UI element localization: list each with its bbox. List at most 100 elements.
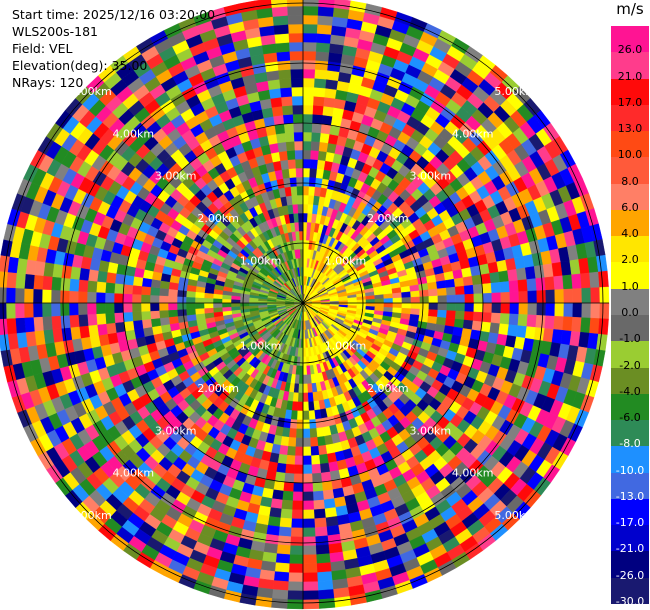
velocity-cell <box>277 60 291 71</box>
velocity-cell <box>516 267 527 281</box>
range-ring-label: 2.00km <box>197 212 239 225</box>
velocity-cell <box>392 297 403 304</box>
velocity-cell <box>279 517 292 528</box>
velocity-cell <box>297 194 304 205</box>
velocity-cell <box>328 461 339 473</box>
range-ring-label: 2.00km <box>197 382 239 395</box>
range-ring-label: 1.00km <box>240 339 282 352</box>
velocity-cell <box>365 295 376 300</box>
velocity-cell <box>159 316 170 326</box>
velocity-cell <box>571 316 582 333</box>
ppi-plot: 1.00km 1.00km 1.00km 1.00km 2.00km 2.00km 2.00… <box>0 0 610 610</box>
velocity-cell <box>473 302 484 313</box>
velocity-cell <box>445 278 456 289</box>
velocity-cell <box>308 176 317 187</box>
colorbar-tick-label: -4.0 <box>619 384 641 398</box>
velocity-cell <box>428 295 439 304</box>
velocity-cell <box>289 176 298 187</box>
velocity-cell <box>316 436 326 447</box>
velocity-cell <box>298 212 304 223</box>
velocity-cell <box>302 599 320 610</box>
velocity-cell <box>311 472 323 483</box>
velocity-cell <box>185 308 196 316</box>
colorbar-tick-label: -26.0 <box>615 568 645 582</box>
velocity-cell <box>288 32 304 43</box>
velocity-cell <box>123 283 134 295</box>
velocity-cell <box>471 274 483 286</box>
velocity-cell <box>500 291 511 304</box>
velocity-cell <box>491 292 502 304</box>
velocity-cell <box>275 553 291 564</box>
velocity-cell <box>248 302 259 307</box>
velocity-cell <box>581 287 592 304</box>
velocity-cell <box>60 315 71 329</box>
velocity-cell <box>203 307 214 314</box>
velocity-cell <box>325 79 339 90</box>
velocity-cell <box>283 123 295 134</box>
velocity-cell <box>290 536 304 547</box>
velocity-cell <box>464 293 475 304</box>
velocity-cell <box>294 446 304 457</box>
velocity-cell <box>314 409 322 420</box>
velocity-cell <box>302 491 314 502</box>
velocity-cell <box>526 278 537 292</box>
velocity-cell <box>418 283 429 291</box>
velocity-cell <box>140 302 151 312</box>
velocity-cell <box>317 445 328 456</box>
velocity-cell <box>283 177 291 188</box>
velocity-cell <box>302 77 315 88</box>
velocity-cell <box>203 302 214 309</box>
velocity-cell <box>302 455 312 466</box>
velocity-cell <box>309 428 318 439</box>
velocity-cell <box>278 526 292 537</box>
velocity-cell <box>280 159 290 170</box>
velocity-cell <box>122 302 133 313</box>
range-ring-label: 2.00km <box>367 212 409 225</box>
velocity-cell <box>68 302 79 316</box>
velocity-cell <box>356 299 367 304</box>
velocity-cell <box>324 87 338 99</box>
velocity-cell <box>302 482 314 493</box>
velocity-cell <box>274 123 286 135</box>
velocity-cell <box>383 302 394 308</box>
velocity-cell <box>87 324 99 338</box>
velocity-cell <box>490 282 501 294</box>
velocity-cell <box>445 310 457 320</box>
nrays: NRays: 120 <box>12 75 84 90</box>
velocity-cell <box>302 509 315 520</box>
velocity-cell <box>319 462 330 474</box>
velocity-cell <box>268 87 282 99</box>
velocity-cell <box>509 291 520 304</box>
velocity-cell <box>50 302 61 317</box>
velocity-cell <box>316 562 332 573</box>
velocity-cell <box>302 50 317 61</box>
velocity-cell <box>289 545 304 556</box>
velocity-cell <box>553 315 564 331</box>
velocity-cell <box>281 168 291 179</box>
velocity-cell <box>481 312 492 323</box>
velocity-cell <box>307 392 314 403</box>
velocity-cell <box>383 293 394 299</box>
field-name: Field: VEL <box>12 41 73 56</box>
elevation: Elevation(deg): 35.00 <box>12 58 148 73</box>
velocity-cell <box>105 282 116 294</box>
velocity-cell <box>318 598 336 609</box>
velocity-cell <box>491 302 502 314</box>
velocity-cell <box>287 590 304 601</box>
velocity-cell <box>149 286 161 296</box>
velocity-cell <box>323 96 336 108</box>
velocity-cell <box>279 78 292 89</box>
velocity-cell <box>452 269 464 280</box>
velocity-cell <box>302 527 316 538</box>
velocity-cell <box>453 277 465 288</box>
velocity-cell <box>302 356 307 367</box>
velocity-cell <box>281 96 293 107</box>
velocity-cell <box>14 287 25 304</box>
velocity-cell <box>322 489 335 501</box>
velocity-cell <box>285 141 296 152</box>
velocity-cell <box>365 299 376 304</box>
velocity-cell <box>272 580 289 591</box>
velocity-cell <box>5 302 16 319</box>
velocity-cell <box>294 221 300 232</box>
velocity-cell <box>322 105 335 117</box>
